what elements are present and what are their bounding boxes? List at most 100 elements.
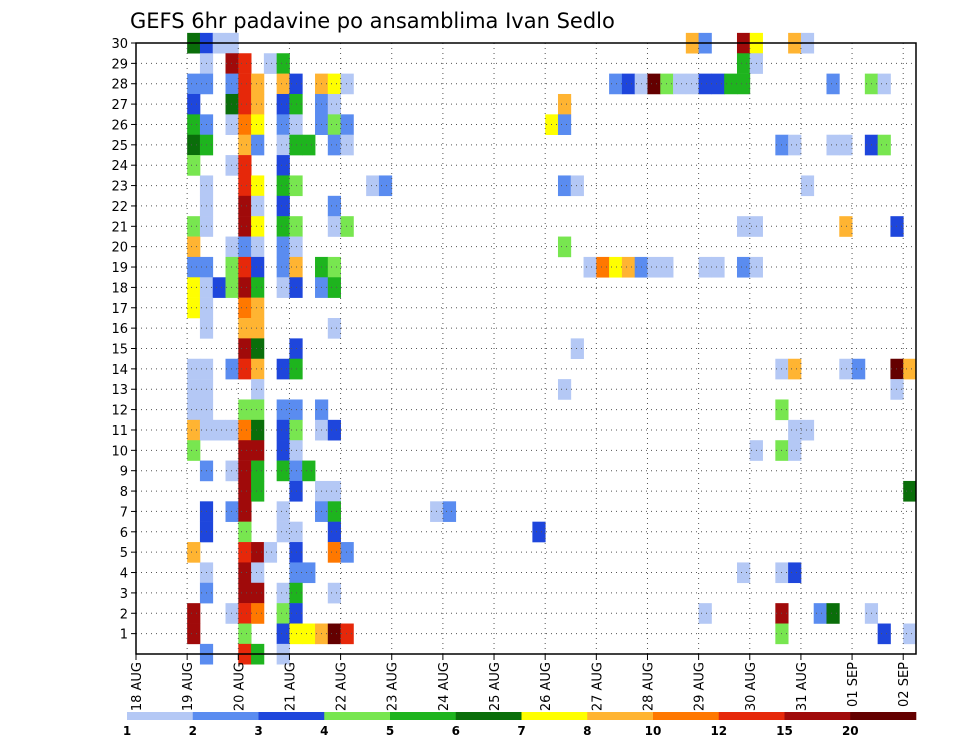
y-tick-label: 18 [111,281,128,296]
ensemble-cell [238,93,252,115]
colorbar-swatch [324,712,391,720]
ensemble-cell [187,603,201,624]
ensemble-cell [276,358,290,380]
ensemble-cell [187,379,201,400]
ensemble-cell [251,338,265,360]
ensemble-cell [238,419,252,441]
y-tick-label: 28 [111,78,128,93]
y-tick-label: 29 [111,57,128,72]
ensemble-cell [225,256,239,278]
colorbar-tick-label: 15 [776,724,793,738]
ensemble-cell [327,501,341,522]
ensemble-cell [263,542,278,563]
ensemble-cell [903,358,917,380]
ensemble-cell [251,582,265,604]
ensemble-cell [711,256,725,278]
ensemble-cell [238,155,252,176]
ensemble-cell [225,155,239,176]
ensemble-cell [557,114,572,135]
y-tick-label: 19 [111,261,128,276]
ensemble-cell [276,501,290,522]
y-tick-label: 30 [111,37,128,52]
x-axis-ticks: 18 AUG 19 AUG 20 AUG 21 AUG 22 AUG 23 AUG 24 A… [130,654,912,711]
y-tick-label: 2 [120,607,128,622]
ensemble-cell [187,358,201,380]
ensemble-cell [187,419,201,441]
ensemble-cell [839,134,853,156]
ensemble-cell [238,297,252,319]
ensemble-cell [557,93,572,115]
y-tick-label: 26 [111,118,128,133]
ensemble-cell [327,73,341,95]
ensemble-cell [238,501,252,522]
ensemble-cell [187,277,201,298]
x-tick-label: 31 AUG [795,662,810,711]
colorbar-swatch [653,712,720,720]
ensemble-cell [302,562,316,584]
colorbar-swatch [127,712,194,720]
y-tick-label: 11 [111,424,128,439]
ensemble-cell [187,73,201,95]
ensemble-cell [225,277,239,298]
ensemble-cell [327,480,341,502]
colorbar-swatch [587,712,654,720]
ensemble-cell [327,623,341,645]
ensemble-cell [788,562,802,584]
ensemble-cell [187,542,201,563]
colorbar-legend: 1 2 3 4 5 6 7 8 10 12 15 20 [123,712,917,738]
ensemble-cell [609,73,623,95]
ensemble-cell [251,277,265,298]
x-tick-label: 29 AUG [693,662,708,711]
x-tick-label: 26 AUG [539,662,554,711]
ensemble-cell [225,93,239,115]
ensemble-cell [276,155,290,176]
colorbar-swatch [258,712,325,720]
ensemble-cell [238,73,252,95]
y-tick-label: 14 [111,363,128,378]
ensemble-cell [852,358,866,380]
colorbar-swatch [784,712,851,720]
ensemble-cell [238,582,252,604]
ensemble-cell [570,338,584,360]
y-axis-ticks: 1234567891011121314151617181920212223242… [111,37,136,643]
ensemble-cell [621,256,636,278]
colorbar-tick-label: 8 [583,724,591,738]
ensemble-cell [340,73,354,95]
ensemble-cell [238,623,252,645]
colorbar-tick-label: 7 [517,724,525,738]
x-tick-label: 19 AUG [181,662,196,711]
ensemble-cell [187,256,201,278]
ensemble-cell [225,358,239,380]
ensemble-cell [327,582,341,604]
ensemble-cell [212,277,226,298]
y-tick-label: 20 [111,241,128,256]
ensemble-cell [238,542,252,563]
ensemble-cell [340,114,354,135]
ensemble-cell [238,236,252,258]
colorbar-tick-label: 6 [452,724,460,738]
ensemble-cell [276,419,290,441]
ensemble-cell [238,440,252,461]
ensemble-cell [225,603,239,624]
ensemble-cell [557,236,572,258]
ensemble-cell [736,216,751,237]
colorbar-swatch [390,712,457,720]
ensemble-cell [276,134,290,156]
colorbar-swatch [521,712,588,720]
grid-lines [136,43,916,654]
ensemble-cell [583,256,597,278]
colorbar-tick-label: 20 [842,724,859,738]
ensemble-cell [238,175,252,197]
ensemble-cell [557,379,572,400]
colorbar-swatch [850,712,917,720]
ensemble-cell [903,480,917,502]
ensemble-cell [251,542,265,563]
ensemble-cell [238,256,252,278]
ensemble-cell [903,623,917,645]
ensemble-cell [276,93,290,115]
ensemble-cell [225,73,239,95]
ensemble-cell [302,134,316,156]
ensemble-cell [238,603,252,624]
ensemble-cell [340,216,354,237]
ensemble-cell [251,216,265,237]
